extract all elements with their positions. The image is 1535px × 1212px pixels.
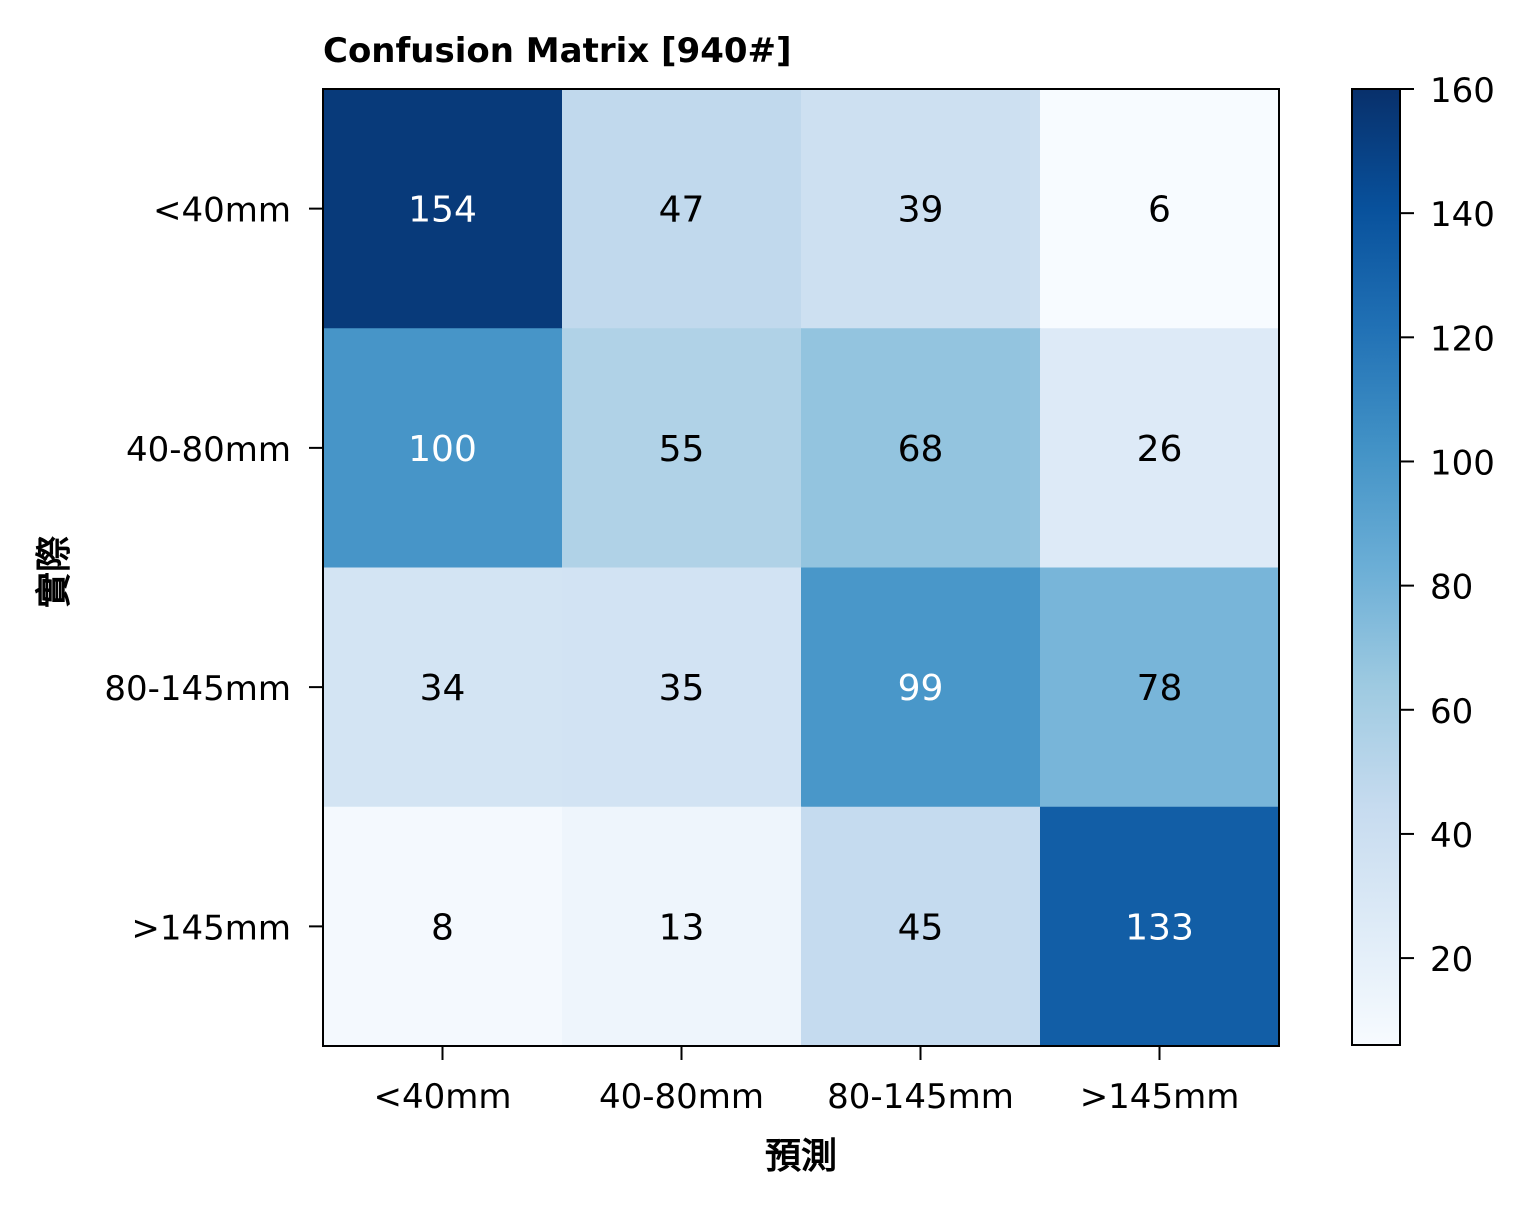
cell-value-r0-c1: 47 xyxy=(659,190,705,231)
heatmap-cell-r1-c1 xyxy=(562,328,802,568)
y-tick-label: >145mm xyxy=(131,908,291,948)
colorbar-tick-label: 160 xyxy=(1430,71,1495,111)
heatmap-cell-r1-c3 xyxy=(1040,328,1280,568)
heatmap-cell-r3-c1 xyxy=(562,806,802,1047)
colorbar-tick-label: 20 xyxy=(1430,940,1473,980)
x-tick-label: <40mm xyxy=(374,1077,512,1117)
colorbar xyxy=(1352,89,1400,1045)
heatmap-cells xyxy=(323,89,1280,1047)
cell-value-r0-c2: 39 xyxy=(898,190,944,231)
y-axis-ticks: <40mm 40-80mm 80-145mm >145mm xyxy=(104,191,323,948)
colorbar-tick-label: 40 xyxy=(1430,816,1473,856)
cell-value-r1-c1: 55 xyxy=(659,429,705,470)
heatmap-cell-r2-c0 xyxy=(323,567,563,808)
plot-frame xyxy=(322,88,1280,1047)
colorbar-tick-label: 140 xyxy=(1430,195,1495,235)
colorbar-tick-label: 60 xyxy=(1430,692,1473,732)
cell-value-r1-c2: 68 xyxy=(898,429,944,470)
cell-value-r3-c2: 45 xyxy=(898,907,944,948)
x-axis-ticks: <40mm 40-80mm 80-145mm >145mm xyxy=(374,1046,1240,1117)
heatmap-cell-r0-c3 xyxy=(1040,89,1280,329)
y-axis-label: 實際 xyxy=(33,536,75,608)
y-tick-label: 40-80mm xyxy=(126,430,291,470)
cell-value-r3-c1: 13 xyxy=(659,907,705,948)
cell-value-r0-c0: 154 xyxy=(408,190,477,231)
heatmap-cell-r0-c2 xyxy=(801,89,1041,329)
x-axis-label: 預測 xyxy=(765,1136,837,1177)
y-tick-label: <40mm xyxy=(153,191,291,231)
cell-value-r2-c1: 35 xyxy=(659,668,705,709)
cell-value-r3-c0: 8 xyxy=(431,907,454,948)
heatmap-cell-r2-c3 xyxy=(1040,567,1280,808)
heatmap-cell-r3-c0 xyxy=(323,806,563,1047)
colorbar-tick-label: 80 xyxy=(1430,568,1473,608)
x-tick-label: 40-80mm xyxy=(599,1077,764,1117)
heatmap-cell-labels: 154 47 39 6 100 55 68 26 34 35 99 78 8 13 45 133 xyxy=(408,190,1194,949)
y-tick-label: 80-145mm xyxy=(104,669,291,709)
heatmap-cell-r3-c3 xyxy=(1040,806,1280,1047)
x-tick-label: 80-145mm xyxy=(827,1077,1014,1117)
heatmap-cell-r0-c1 xyxy=(562,89,802,329)
cell-value-r2-c0: 34 xyxy=(420,668,466,709)
heatmap-cell-r2-c1 xyxy=(562,567,802,808)
heatmap-cell-r1-c2 xyxy=(801,328,1041,568)
heatmap-cell-r3-c2 xyxy=(801,806,1041,1047)
colorbar-ticks: 20 40 60 80 100 120 140 160 xyxy=(1400,71,1495,980)
cell-value-r0-c3: 6 xyxy=(1148,190,1171,231)
cell-value-r1-c0: 100 xyxy=(408,429,477,470)
colorbar-frame xyxy=(1351,88,1401,1046)
cell-value-r2-c3: 78 xyxy=(1137,668,1183,709)
heatmap-cell-r2-c2 xyxy=(801,567,1041,808)
cell-value-r1-c3: 26 xyxy=(1137,429,1183,470)
heatmap-cell-r1-c0 xyxy=(323,328,563,568)
cell-value-r2-c2: 99 xyxy=(898,668,944,709)
heatmap-cell-r0-c0 xyxy=(323,89,563,329)
chart-title: Confusion Matrix [940#] xyxy=(323,31,792,71)
colorbar-tick-label: 120 xyxy=(1430,319,1495,359)
cell-value-r3-c3: 133 xyxy=(1125,907,1194,948)
x-tick-label: >145mm xyxy=(1080,1077,1240,1117)
colorbar-tick-label: 100 xyxy=(1430,443,1495,483)
